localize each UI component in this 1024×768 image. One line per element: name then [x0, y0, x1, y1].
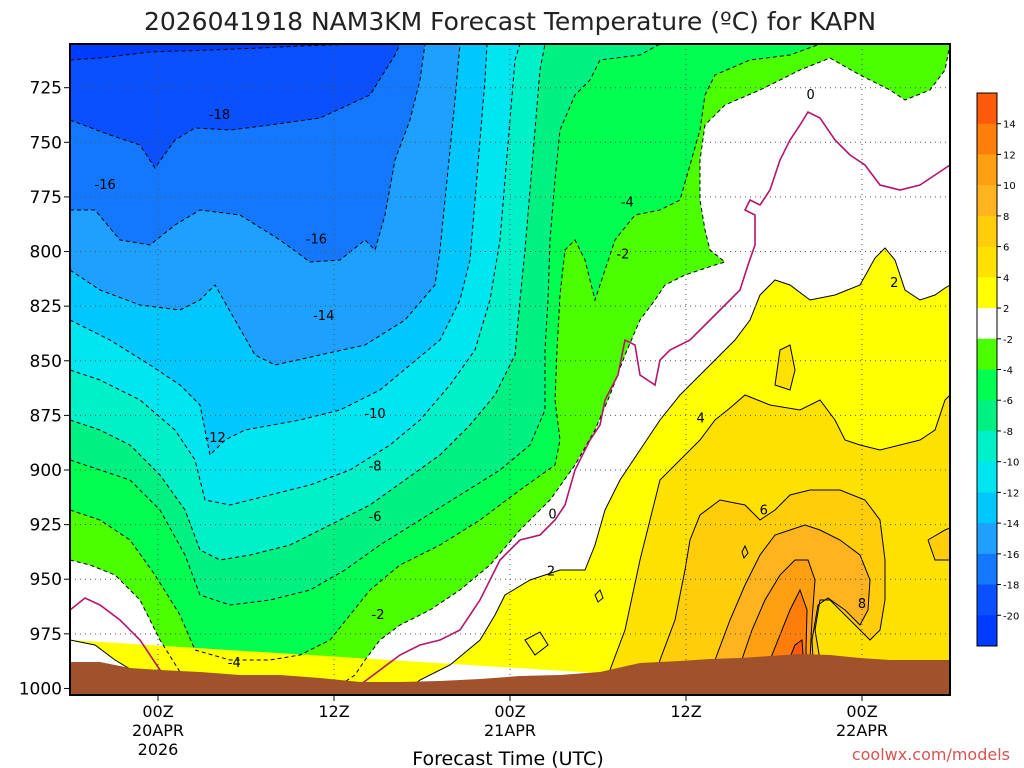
contour-label: 4 [697, 412, 705, 427]
colorbar-label: 6 [1003, 243, 1009, 254]
colorbar-label: -20 [1003, 611, 1019, 622]
contour-label: -8 [369, 460, 382, 475]
colorbar-label: 14 [1003, 120, 1016, 131]
x-tick-label: 00Z [494, 702, 525, 721]
contour-label: -6 [369, 510, 382, 525]
positive-isotherms [70, 247, 950, 695]
y-tick-label: 825 [30, 297, 62, 317]
colorbar-swatch [977, 400, 997, 432]
colorbar-swatch [977, 215, 997, 248]
contour-label: -2 [372, 608, 385, 623]
x-tick-label: 22APR [836, 721, 888, 740]
colorbar-swatch [977, 615, 997, 647]
colorbar-swatch [977, 154, 997, 186]
chart-title: 2026041918 NAM3KM Forecast Temperature (… [144, 7, 876, 36]
colorbar-swatch [977, 246, 997, 278]
contour-label: 0 [807, 88, 815, 103]
y-tick-label: 1000 [19, 679, 62, 699]
region-6-to-8-east [928, 528, 950, 560]
y-tick-label: 750 [30, 133, 62, 153]
contour-label: -18 [209, 108, 230, 123]
colorbar: 14 12 10 8 6 4 2 -2 -4 -6 -8 -10 -12 -14 -16 -18 -20 [976, 92, 1019, 647]
x-axis-title: Forecast Time (UTC) [412, 748, 603, 768]
y-tick-label: 975 [30, 625, 62, 645]
negative-isotherms [70, 44, 950, 686]
colorbar-label: -4 [1003, 366, 1013, 377]
contour-labels: -18 -16 -16 -14 -12 -10 -8 -6 -4 -2 -4 -2 0 0 2 2 4 6 8 [95, 88, 899, 671]
y-tick-label: 900 [30, 461, 62, 481]
colorbar-swatch [977, 461, 997, 493]
grid-lines [70, 44, 950, 695]
colorbar-swatch [977, 369, 997, 401]
region-4-to-6-island [775, 345, 795, 390]
colorbar-label: -10 [1003, 458, 1019, 469]
colorbar-swatch [977, 338, 997, 370]
contour-label: -10 [364, 407, 385, 422]
ground-terrain [70, 654, 950, 695]
x-tick-label: 2026 [138, 740, 179, 759]
colorbar-label: -6 [1003, 396, 1013, 407]
colorbar-swatch [977, 123, 997, 155]
contour-label: -14 [313, 309, 334, 324]
contour-label: 2 [547, 564, 555, 579]
contour-label: -2 [616, 248, 629, 263]
x-tick-label: 20APR [132, 721, 184, 740]
colorbar-label: 8 [1003, 212, 1009, 223]
colorbar-label: -18 [1003, 581, 1019, 592]
x-tick-label: 21APR [484, 721, 536, 740]
contour-label: -16 [306, 232, 327, 247]
y-tick-label: 775 [30, 188, 62, 208]
colorbar-label: -8 [1003, 427, 1013, 438]
contour-label: -4 [228, 656, 241, 671]
colorbar-swatch [977, 492, 997, 524]
contour-label: 6 [760, 503, 768, 518]
contour-label: -12 [205, 431, 226, 446]
colorbar-label: -14 [1003, 519, 1019, 530]
y-tick-label: 875 [30, 406, 62, 426]
credit-text: coolwx.com/models [852, 745, 1010, 764]
colorbar-label: -12 [1003, 488, 1019, 499]
colorbar-label: 2 [1003, 304, 1009, 315]
contour-label: 8 [858, 597, 866, 612]
contour-label: 2 [890, 276, 898, 291]
colorbar-label: 4 [1003, 273, 1009, 284]
colorbar-swatch [977, 523, 997, 555]
colorbar-swatch [977, 277, 997, 309]
y-axis: 725 750 775 800 825 850 875 900 925 950 975 1000 [19, 79, 70, 699]
colorbar-label: 10 [1003, 181, 1016, 192]
colorbar-swatch [977, 553, 997, 586]
colorbar-label: 12 [1003, 150, 1016, 161]
x-tick-label: 00Z [846, 702, 877, 721]
plot-area [70, 44, 950, 695]
colorbar-swatch [977, 430, 997, 463]
x-tick-label: 00Z [142, 702, 173, 721]
contour-label: -16 [95, 178, 116, 193]
y-tick-label: 800 [30, 243, 62, 263]
colorbar-label: -2 [1003, 335, 1013, 346]
colorbar-swatch [977, 584, 997, 616]
y-tick-label: 925 [30, 516, 62, 536]
colorbar-swatch [977, 93, 997, 125]
colorbar-label: -16 [1003, 550, 1019, 561]
colorbar-swatch [977, 308, 997, 340]
contour-label: -4 [621, 195, 634, 210]
x-tick-label: 12Z [670, 702, 701, 721]
y-tick-label: 850 [30, 352, 62, 372]
contour-label: 0 [548, 508, 556, 523]
x-tick-label: 12Z [318, 702, 349, 721]
colorbar-swatch [977, 185, 997, 217]
y-tick-label: 725 [30, 79, 62, 99]
y-tick-label: 950 [30, 570, 62, 590]
